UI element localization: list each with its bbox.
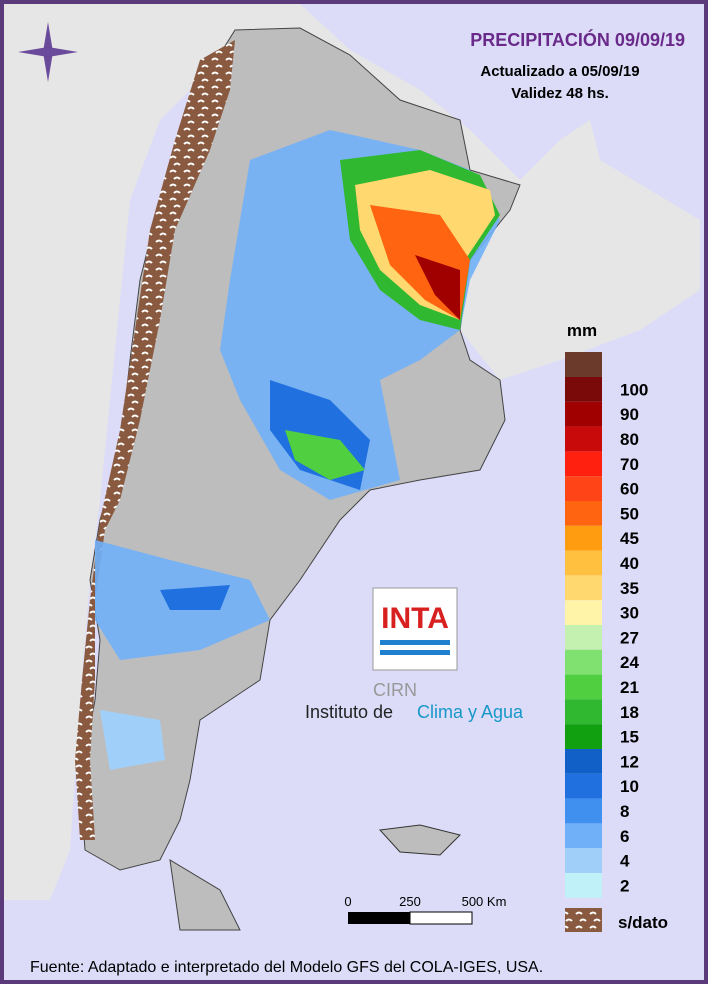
legend-label: 45 (620, 529, 639, 548)
legend-swatch (565, 649, 602, 675)
rain-area (100, 710, 165, 770)
logo-stripe (380, 640, 450, 645)
legend-label: 21 (620, 678, 639, 697)
rain-area (415, 255, 460, 320)
neighbour-land (4, 4, 700, 900)
legend-swatch (565, 525, 602, 551)
legend-swatch (565, 699, 602, 725)
legend-label: 8 (620, 802, 629, 821)
scale-bar (409, 911, 473, 925)
legend-swatch (565, 773, 602, 799)
legend-swatch (565, 426, 602, 452)
tierra-del-fuego (169, 859, 241, 931)
no-data-area (75, 40, 235, 840)
legend-label: 80 (620, 430, 639, 449)
legend-swatch (565, 401, 602, 427)
legend-unit: mm (567, 321, 597, 340)
legend-label: 40 (620, 554, 639, 573)
no-data-label: s/dato (618, 913, 668, 932)
logo-stripe (380, 650, 450, 655)
legend-swatch (565, 823, 602, 849)
legend-swatch (565, 749, 602, 774)
legend-label: 60 (620, 480, 639, 499)
legend-swatch (565, 873, 602, 898)
logo-box (372, 587, 458, 671)
legend-label: 18 (620, 703, 639, 722)
scale-label: 500 Km (462, 894, 507, 909)
legend-label: 27 (620, 628, 639, 647)
legend-swatch (565, 848, 602, 873)
legend-label: 4 (620, 852, 630, 871)
legend-swatch (565, 476, 602, 501)
compass (18, 22, 78, 82)
legend-label: 6 (620, 827, 629, 846)
legend-label: 50 (620, 504, 639, 523)
updated: Actualizado a 05/09/19 (480, 63, 639, 80)
legend-swatch (565, 798, 602, 824)
legend-label: 12 (620, 752, 639, 771)
legend: 100 90 80 70 60 50 45 40 35 30 27 24 21 18 15 12 10 8 6 4 2 (565, 377, 648, 898)
logo-brand: INTA (381, 602, 449, 635)
institute-prefix: Instituto de (305, 702, 393, 722)
logo-unit: CIRN (373, 680, 417, 700)
legend-label: 10 (620, 777, 639, 796)
scale-bar (348, 912, 410, 924)
legend-swatch (565, 352, 602, 377)
legend-label: 70 (620, 455, 639, 474)
legend-label: 90 (620, 405, 639, 424)
scale-label: 250 (399, 894, 421, 909)
legend-swatch (565, 377, 602, 402)
scale-labels: 0 250 500 Km (344, 894, 506, 909)
title: PRECIPITACIÓN 09/09/19 (470, 29, 685, 50)
legend-label: 24 (620, 653, 639, 672)
rain-area (285, 430, 365, 480)
rain-area (160, 585, 230, 610)
legend-label: 2 (620, 876, 629, 895)
legend-label: 30 (620, 604, 639, 623)
validity: Validez 48 hs. (511, 85, 609, 102)
legend-swatch (565, 550, 602, 576)
footer: Fuente: Adaptado e interpretado del Mode… (30, 959, 543, 976)
legend-label: 35 (620, 579, 639, 598)
legend-swatch (565, 625, 602, 650)
legend-label: 15 (620, 728, 639, 747)
scale-label: 0 (344, 894, 351, 909)
legend-swatch (565, 575, 602, 601)
legend-swatch (565, 600, 602, 625)
legend-swatch (565, 501, 602, 526)
institute-name: Clima y Agua (417, 702, 524, 722)
legend-swatch (565, 451, 602, 477)
legend-label: 100 (620, 380, 648, 399)
legend-swatch (565, 674, 602, 700)
no-data-swatch (565, 908, 602, 932)
malvinas (378, 824, 461, 856)
legend-swatch (565, 724, 602, 749)
